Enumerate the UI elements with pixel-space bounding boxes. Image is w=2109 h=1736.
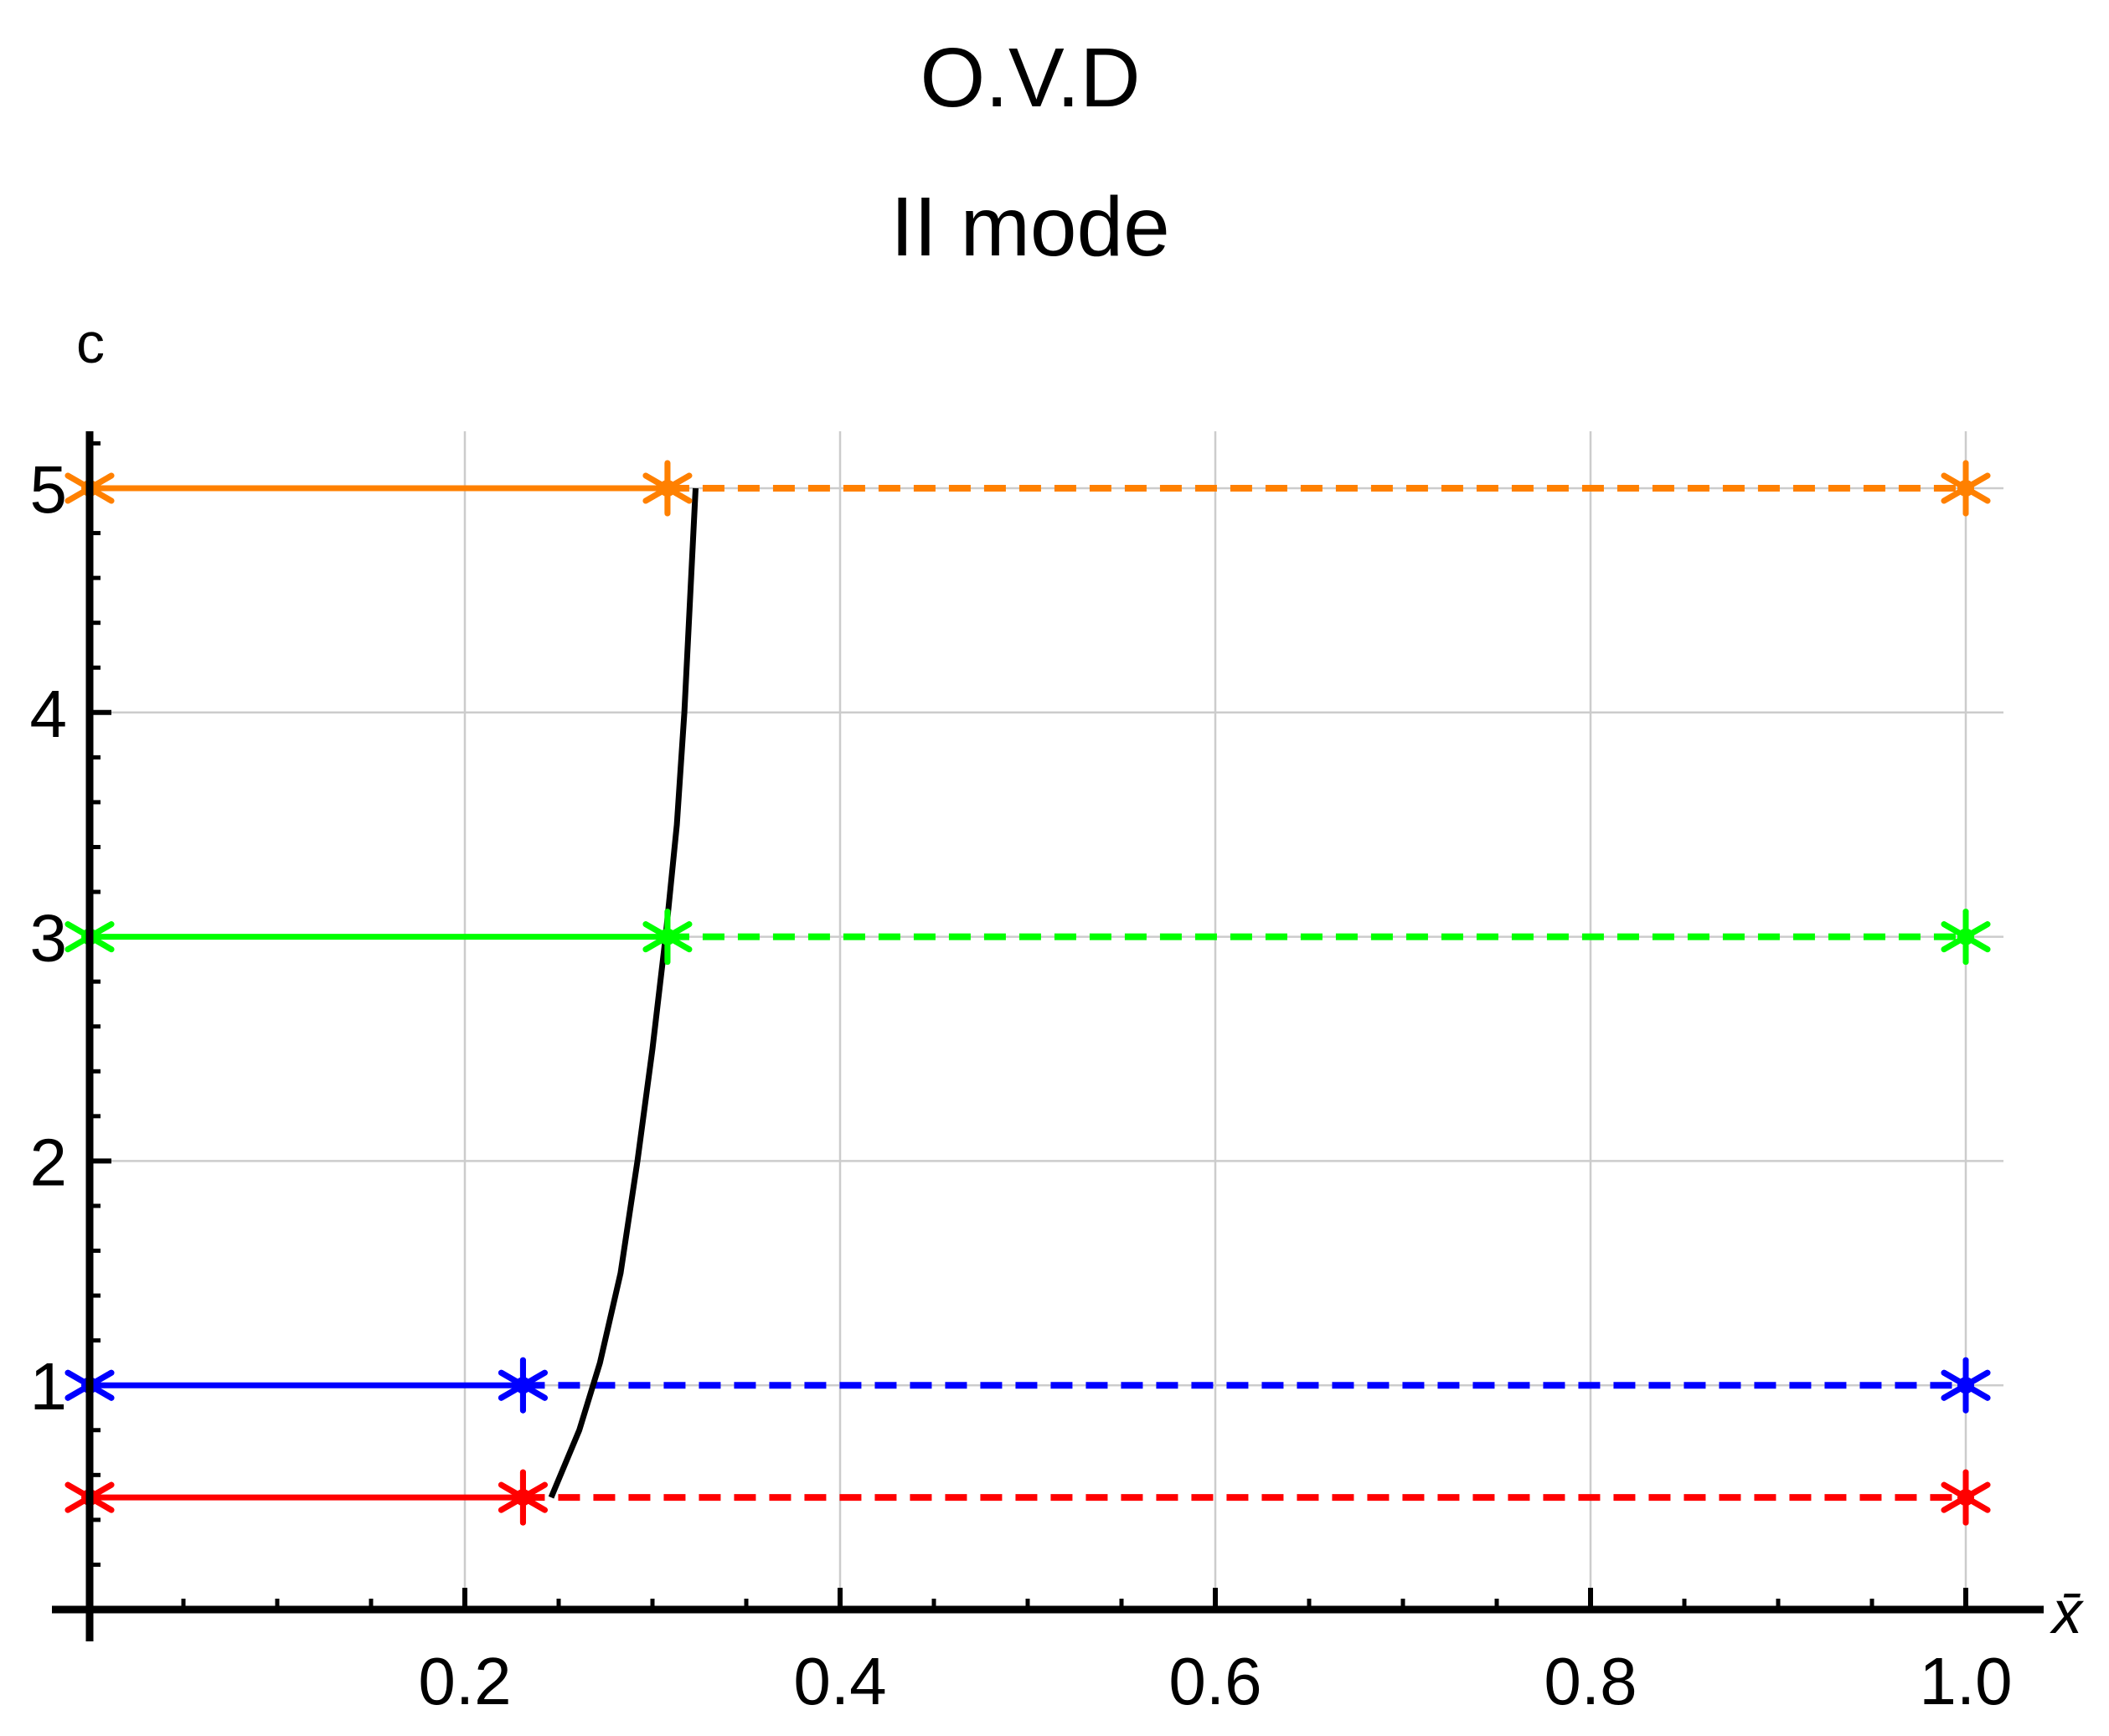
star-marker: [642, 460, 693, 517]
star-center: [1957, 1377, 1974, 1394]
x-tick-label: 1.0: [1919, 1644, 2012, 1718]
star-marker: [498, 1357, 548, 1414]
boundary-line: [548, 487, 699, 1499]
x-tick-label: 0.2: [418, 1644, 511, 1718]
boundary-curve: [548, 487, 699, 1499]
x-axis-label: x̄: [2050, 1579, 2085, 1646]
star-center: [514, 1489, 532, 1507]
star-center: [658, 480, 676, 497]
y-axis-label: c: [76, 312, 105, 375]
star-center: [1957, 1489, 1974, 1507]
star-marker: [1941, 460, 1991, 517]
x-tick-label: 0.8: [1544, 1644, 1637, 1718]
y-tick-label: 1: [30, 1349, 68, 1424]
star-center: [1957, 928, 1974, 945]
x-tick-label: 0.4: [793, 1644, 886, 1718]
grid-lines: [90, 431, 2003, 1610]
star-marker: [1941, 1357, 1991, 1414]
y-tick-label: 4: [30, 677, 68, 751]
star-markers: [64, 460, 1991, 1526]
x-tick-label: 0.6: [1168, 1644, 1261, 1718]
star-center: [658, 928, 676, 945]
series-lines: [90, 485, 1966, 1502]
chart-title: O.V.D: [920, 31, 1140, 125]
star-marker: [642, 909, 693, 966]
star-center: [514, 1377, 532, 1394]
axes: [52, 431, 2044, 1641]
y-tick-label: 2: [30, 1125, 68, 1199]
y-tick-label: 5: [30, 452, 68, 527]
y-tick-label: 3: [30, 901, 68, 976]
star-marker: [498, 1469, 548, 1526]
star-marker: [1941, 909, 1991, 966]
axis-ticks: 0.2 0.4 0.6 0.8 1.0 1 2 3 4 5: [30, 440, 2013, 1718]
star-marker: [1941, 1469, 1991, 1526]
star-center: [1957, 480, 1974, 497]
chart-subtitle: II mode: [890, 180, 1170, 274]
